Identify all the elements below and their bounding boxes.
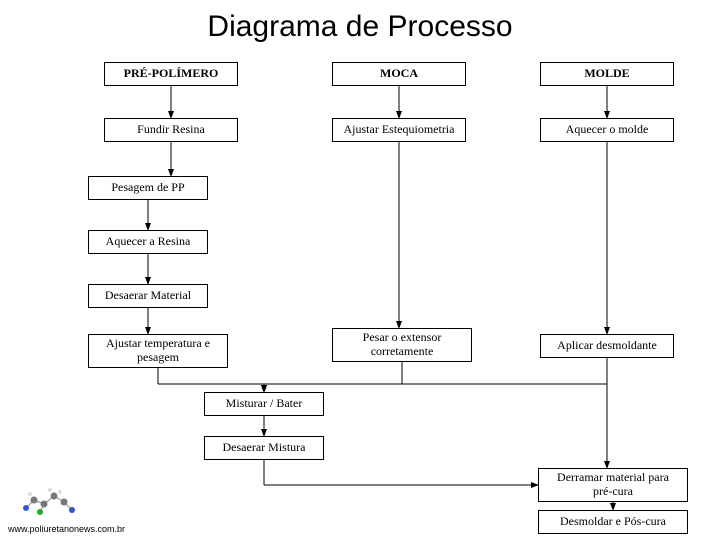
- node-n12: Aplicar desmoldante: [540, 334, 674, 358]
- node-n8: Aquecer a Resina: [88, 230, 208, 254]
- node-n6: Aquecer o molde: [540, 118, 674, 142]
- node-n4: Fundir Resina: [104, 118, 238, 142]
- node-n10: Ajustar temperatura epesagem: [88, 334, 228, 368]
- node-n9: Desaerar Material: [88, 284, 208, 308]
- node-n3: MOLDE: [540, 62, 674, 86]
- node-n13: Misturar / Bater: [204, 392, 324, 416]
- node-n2: MOCA: [332, 62, 466, 86]
- molecule-icon: [20, 480, 76, 516]
- node-n11: Pesar o extensorcorretamente: [332, 328, 472, 362]
- footer-url: www.poliuretanonews.com.br: [8, 524, 125, 534]
- page-title: Diagrama de Processo: [0, 10, 720, 44]
- node-n15: Derramar material parapré-cura: [538, 468, 688, 502]
- node-n16: Desmoldar e Pós-cura: [538, 510, 688, 534]
- node-n5: Ajustar Estequiometria: [332, 118, 466, 142]
- node-n1: PRÉ-POLÍMERO: [104, 62, 238, 86]
- node-n7: Pesagem de PP: [88, 176, 208, 200]
- node-n14: Desaerar Mistura: [204, 436, 324, 460]
